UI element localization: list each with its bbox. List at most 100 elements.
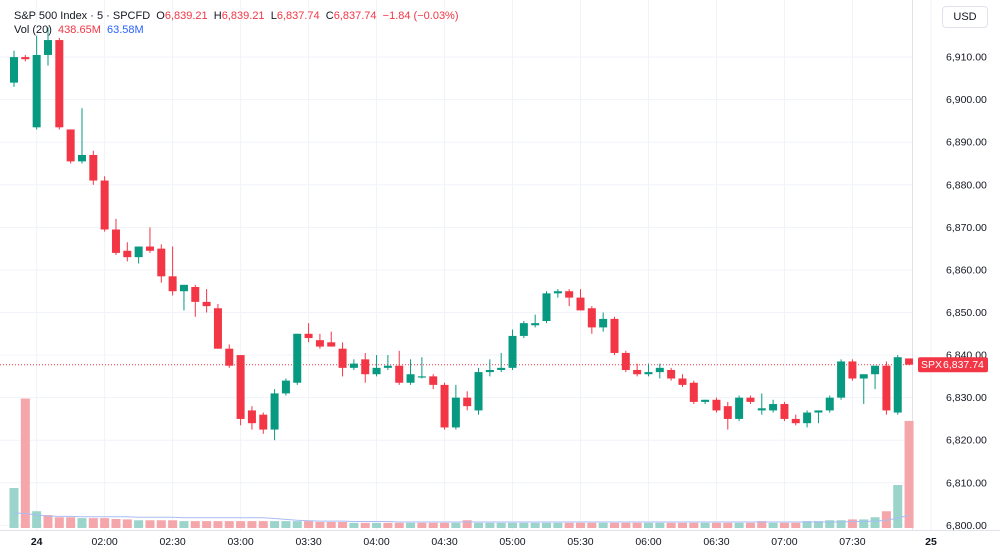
candle-body [247,410,256,424]
candle-down [225,344,234,368]
price-tick-label: 6,910.00 [946,52,987,64]
candle-up [803,410,812,428]
candle-body [644,372,653,375]
candle-body [553,291,562,294]
price-tick-label: 6,880.00 [946,179,987,191]
candle-body [689,382,698,402]
volume-bar [338,521,348,528]
currency-button[interactable]: USD [942,6,988,28]
volume-bar [224,521,234,528]
volume-bar [508,522,518,528]
volume-bar [111,518,121,528]
volume-label[interactable]: Vol (20) [14,24,52,36]
candle-down [168,246,177,296]
candle-up [837,359,846,400]
volume-bar [88,518,98,528]
volume-bar [609,522,619,528]
candle-up [43,27,52,66]
last-price-tag: SPX 6,837.74 [918,357,988,373]
time-tick-label: 04:00 [363,536,389,548]
candle-body [213,308,222,349]
candle-down [395,350,404,385]
close-label: C [325,10,334,22]
price-axis[interactable]: 6,800.006,810.006,820.006,830.006,840.00… [946,52,987,532]
candle-body [848,361,857,379]
candle-down [463,391,472,411]
candle-body [610,318,619,353]
candle-body [440,384,449,428]
high-value: 6,839.21 [221,10,265,22]
candle-body [757,408,766,411]
candle-body [236,355,245,419]
volume-bar [383,522,393,528]
volume-bar [791,522,801,528]
candle-down [689,380,698,405]
candle-body [542,293,551,322]
open-label: O [156,10,165,22]
candle-down [712,397,721,413]
candle-up [10,50,18,87]
volume-bar [689,522,699,528]
candle-down [746,395,755,405]
candle-down [576,289,585,311]
candle-down [100,176,109,232]
candle-up [485,359,494,377]
volume-bar [587,522,597,528]
candle-up [825,395,834,413]
price-tick-label: 6,860.00 [946,264,987,276]
symbol-title[interactable]: S&P 500 Index · 5 · SPCFD [14,10,151,22]
volume-value: 438.65M [58,24,101,36]
time-tick-label: 05:30 [567,536,593,548]
candle-body [587,308,596,328]
candle-down [587,306,596,334]
candle-body [383,365,392,368]
candle-body [814,410,823,413]
candle-down [780,401,789,422]
candle-up [179,284,188,311]
candle-up [757,393,766,415]
candle-body [871,365,880,375]
candle-body [315,340,324,347]
volume-bar [168,520,178,528]
volume-bar [598,522,608,528]
volume-bar [847,519,857,528]
candle-down [55,37,64,130]
candle-body [10,57,18,83]
candle-down [111,218,120,256]
candle-down [565,289,574,307]
candle-up [655,363,664,379]
volume-bar [315,521,325,528]
volume-bar [700,522,710,528]
candle-up [769,399,778,413]
candle-body [21,57,30,60]
volume-bar [32,511,42,528]
candle-down [157,244,166,283]
candle-body [281,380,290,394]
candle-body [905,358,914,365]
candle-body [791,418,800,424]
candle-body [304,333,313,339]
volume-bar [621,522,631,528]
volume-bar [156,520,166,528]
high-label: H [213,10,222,22]
volume-bar [349,522,359,528]
volume-bar [100,518,110,528]
volume-bar [553,522,563,528]
last-price-tag-value: 6,837.74 [943,359,984,371]
volume-bar [825,520,835,528]
volume-ma-value: 63.58M [106,24,144,36]
candle-body [712,399,721,411]
candle-up [32,35,41,130]
time-axis[interactable]: 24 02:00 02:30 03:00 03:30 04:00 04:30 05:00 05:… [31,536,937,548]
candle-body [338,348,347,368]
candle-up [77,108,86,164]
candle-body [655,367,664,373]
candle-body [417,376,426,378]
volume-bar [893,485,903,528]
volume-bar [451,522,461,528]
candle-body [327,342,336,347]
ohlc-legend: S&P 500 Index · 5 · SPCFD O6,839.21 H6,8… [14,10,459,22]
candlestick-series [10,27,914,441]
candle-body [429,376,438,385]
